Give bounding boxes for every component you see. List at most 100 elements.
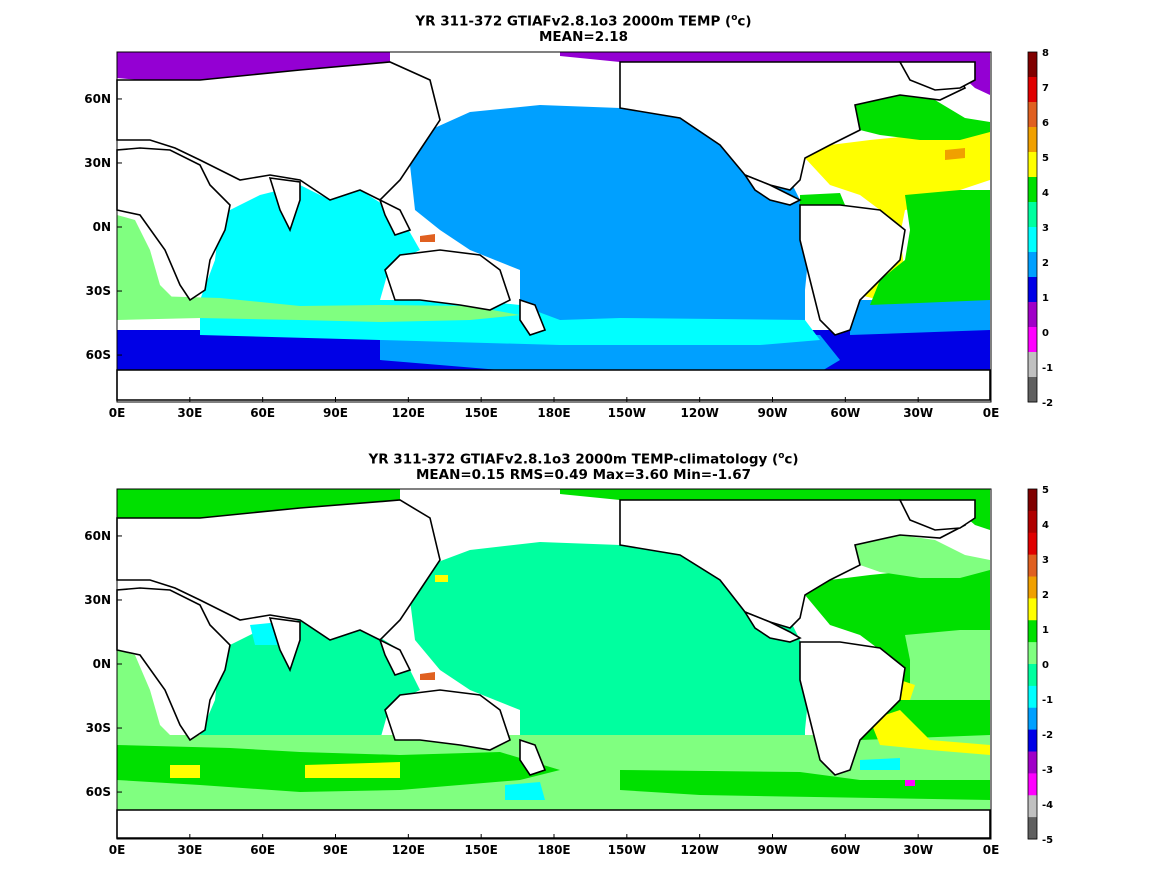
colorbar-swatch [1028,707,1037,731]
panel1-indian-region [200,185,820,345]
colorbar-swatch [1028,620,1037,643]
x-tick-label: 120E [392,406,425,420]
colorbar-swatch [1028,795,1037,818]
panel2-atlantic-lightgreen [905,630,990,700]
x-tick-label: 90W [758,406,788,420]
panel1-indo-red [420,234,435,242]
panel2-title: YR 311-372 GTIAFv2.8.1o3 2000m TEMP-clim… [0,448,1167,469]
panel1-caribbean-green [800,193,845,205]
colorbar-label: -3 [1042,765,1053,776]
x-tick-label: 30W [903,843,933,857]
panel1-atlantic-green-south [870,190,990,305]
colorbar-label: 0 [1042,328,1049,339]
y-tick-label: 30S [86,721,111,735]
panel1-title-text: YR 311-372 GTIAFv2.8.1o3 2000m TEMP ( [415,13,732,30]
panel1-labrador-orange [945,148,965,160]
colorbar-swatch [1028,252,1037,278]
x-tick-label: 120W [681,406,719,420]
x-tick-label: 30E [177,843,202,857]
x-tick-label: 0E [109,843,126,857]
colorbar-swatch [1028,685,1037,709]
colorbar-label: 1 [1042,293,1049,304]
panel1-title: YR 311-372 GTIAFv2.8.1o3 2000m TEMP (oc) [0,10,1167,31]
y-tick-label: 30N [84,156,111,170]
panel2-map [116,489,991,839]
y-tick-label: 60S [86,785,111,799]
colorbar-frame [1027,51,1038,403]
colorbar-swatch [1028,664,1037,687]
y-tick-label: 60N [84,92,111,106]
colorbar-label: 5 [1042,485,1049,496]
panel2-brazil-yellow [900,680,915,700]
colorbar-label: 6 [1042,118,1049,129]
x-tick-label: 180E [537,843,570,857]
panel2-scotia-cyan [860,758,900,770]
colorbar-label: 2 [1042,258,1049,269]
panel2-japan-yellow [435,575,448,582]
panel2-subtitle: MEAN=0.15 RMS=0.49 Max=3.60 Min=-1.67 [415,467,752,483]
colorbar-label: 8 [1042,48,1049,59]
colorbar-swatch [1028,576,1037,599]
colorbar-label: -1 [1042,695,1053,706]
panel2-arctic-region [117,489,400,520]
colorbar-swatch [1028,277,1037,303]
x-tick-label: 90E [323,406,348,420]
x-tick-label: 90W [758,843,788,857]
colorbar-swatch [1028,77,1037,103]
panel2-title-degree: o [778,451,785,461]
panel2-atlantic-north-lightgreen [855,535,990,578]
colorbar-swatch [1028,152,1037,178]
y-tick-label: 30N [84,593,111,607]
x-tick-label: 120W [681,843,719,857]
colorbar-swatch [1028,751,1037,774]
colorbar-label: 5 [1042,153,1049,164]
panel1-arctic-region [117,52,390,80]
x-tick-label: 180E [537,406,570,420]
colorbar-swatch [1028,598,1037,621]
colorbar-swatch [1028,377,1037,403]
x-tick-label: 60W [830,843,860,857]
colorbar-swatch [1028,102,1037,128]
colorbar-swatch [1028,510,1037,534]
panel1-pacific-region [410,105,810,330]
colorbar-label: 3 [1042,223,1049,234]
colorbar-swatch [1028,352,1037,378]
panel2-title-unit: c) [784,451,799,468]
x-tick-label: 90E [323,843,348,857]
panel1-south-green-band-b [117,215,175,300]
colorbars-group: 8 7 6 5 4 3 2 1 0 -1 -2 5 4 3 2 1 0 -1 -2 -3 -4 -5 [1027,48,1053,846]
colorbar-swatch [1028,302,1037,328]
x-tick-label: 60E [250,406,275,420]
y-tick-label: 0N [93,657,111,671]
panel2-pacific-region [410,542,810,770]
y-tick-label: 0N [93,220,111,234]
x-tick-label: 150E [465,843,498,857]
x-tick-label: 60W [830,406,860,420]
axes-group: 0E 30E 60E 90E 120E 150E 180E 150W 120W 90W 60W 30W… [84,92,999,857]
panel2-yellow-band-2 [170,765,200,778]
y-tick-label: 60S [86,348,111,362]
colorbar-label: 0 [1042,660,1049,671]
colorbar-swatch [1028,127,1037,153]
x-tick-label: 120E [392,843,425,857]
panel2-atlantic-yellow [870,710,990,755]
colorbar-swatch [1028,773,1037,796]
panel2-scotia-magenta [905,780,915,786]
y-tick-label: 60N [84,529,111,543]
colorbar-label: 2 [1042,590,1049,601]
colorbar-swatch [1028,52,1037,78]
x-tick-label: 150W [608,843,646,857]
panel1-land [116,61,991,401]
panel2-land [116,499,991,839]
colorbar-swatch [1028,554,1037,577]
x-tick-label: 30E [177,406,202,420]
panel1-map [116,52,991,402]
colorbar-label: 3 [1042,555,1049,566]
colorbar-label: -4 [1042,800,1053,811]
panel2-title-text: YR 311-372 GTIAFv2.8.1o3 2000m TEMP-clim… [368,451,779,468]
colorbar-swatch [1028,817,1037,840]
x-tick-label: 150W [608,406,646,420]
colorbar-swatch [1028,532,1037,556]
colorbar-swatch [1028,327,1037,353]
